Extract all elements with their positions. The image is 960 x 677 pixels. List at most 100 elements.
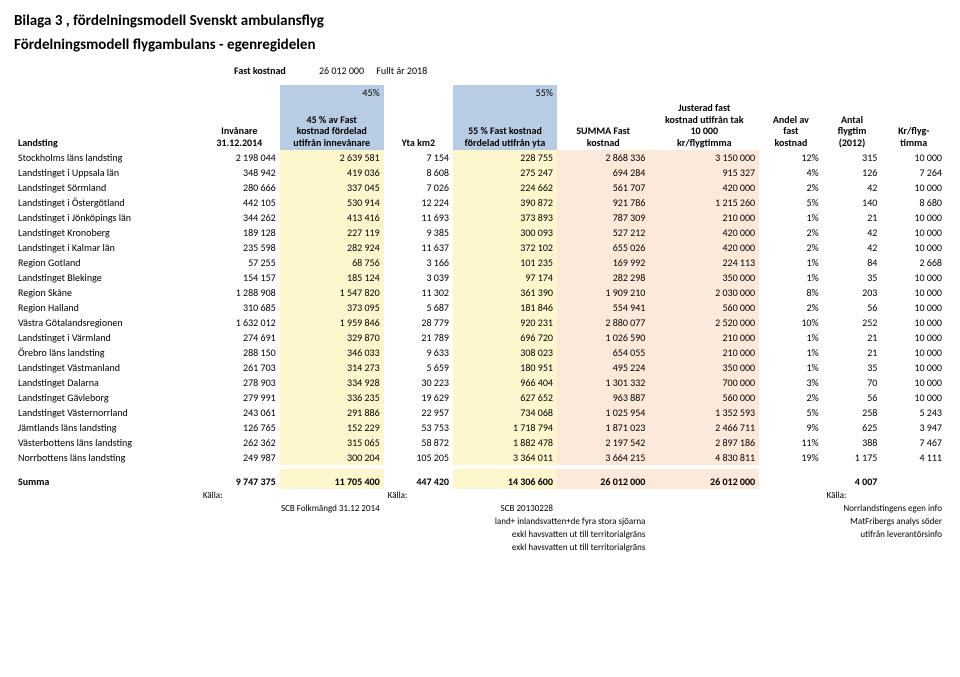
- cell-c2: 315 065: [280, 435, 384, 450]
- sum-inv: 9 747 375: [199, 469, 280, 489]
- cell-yta: 58 872: [384, 435, 453, 450]
- cell-c2: 185 124: [280, 270, 384, 285]
- note1r: MatFribergs analys söder: [823, 515, 946, 528]
- cell-c9: 8 680: [881, 195, 946, 210]
- cell-c9: 2 668: [881, 255, 946, 270]
- table-row: Landstinget Sörmland280 666337 0457 0262…: [14, 180, 946, 195]
- cell-inv: 189 128: [199, 225, 280, 240]
- cell-c5: 2 197 542: [557, 435, 649, 450]
- hdr-just-d: kr/flygtimma: [677, 136, 732, 149]
- table-row: Landstinget i Värmland274 691329 87021 7…: [14, 330, 946, 345]
- cell-c5: 527 212: [557, 225, 649, 240]
- cell-c5: 694 284: [557, 165, 649, 180]
- cell-c9: 10 000: [881, 300, 946, 315]
- cell-c7: 2%: [759, 225, 823, 240]
- hdr-kr-b: timma: [900, 136, 927, 149]
- hdr-yta: Yta km2: [384, 100, 453, 150]
- cell-c7: 1%: [759, 330, 823, 345]
- src-left: SCB Folkmängd 31.12 2014: [199, 502, 384, 515]
- page-title: Bilaga 3 , fördelningsmodell Svenskt amb…: [14, 12, 946, 30]
- cell-c7: 12%: [759, 150, 823, 165]
- cell-c9: 10 000: [881, 330, 946, 345]
- cell-c5: 1 025 954: [557, 405, 649, 420]
- cell-c9: 3 947: [881, 420, 946, 435]
- cell-c5: 169 992: [557, 255, 649, 270]
- cell-yta: 12 224: [384, 195, 453, 210]
- cell-c6: 2 030 000: [649, 285, 759, 300]
- cell-c2: 334 928: [280, 375, 384, 390]
- percent-row: 45% 55%: [14, 85, 946, 100]
- table-row: Landstinget Dalarna278 903334 92830 2239…: [14, 375, 946, 390]
- cell-c7: 19%: [759, 450, 823, 465]
- sum-c4: 14 306 600: [453, 469, 557, 489]
- cell-c2: 337 045: [280, 180, 384, 195]
- cell-c8: 21: [823, 330, 882, 345]
- table-row: Västra Götalandsregionen1 632 0121 959 8…: [14, 315, 946, 330]
- hdr-flyg-c: (2012): [839, 136, 866, 149]
- cell-c6: 350 000: [649, 360, 759, 375]
- cell-c8: 42: [823, 180, 882, 195]
- cell-inv: 261 703: [199, 360, 280, 375]
- cell-c9: 10 000: [881, 315, 946, 330]
- cell-inv: 279 991: [199, 390, 280, 405]
- cell-c7: 10%: [759, 315, 823, 330]
- cell-yta: 3 039: [384, 270, 453, 285]
- cell-name: Jämtlands läns landsting: [14, 420, 199, 435]
- cell-yta: 11 637: [384, 240, 453, 255]
- hdr-andel-c: kostnad: [774, 136, 807, 149]
- sum-yta: 447 420: [384, 469, 453, 489]
- cell-c7: 9%: [759, 420, 823, 435]
- cell-c2: 530 914: [280, 195, 384, 210]
- hdr-krflyg: Kr/flyg- timma: [881, 100, 946, 150]
- cell-c9: 10 000: [881, 150, 946, 165]
- cell-c9: 4 111: [881, 450, 946, 465]
- table-row: Västerbottens läns landsting262 362315 0…: [14, 435, 946, 450]
- cell-c8: 1 175: [823, 450, 882, 465]
- cell-name: Region Gotland: [14, 255, 199, 270]
- cell-inv: 442 105: [199, 195, 280, 210]
- cell-c5: 1 026 590: [557, 330, 649, 345]
- cell-c9: 10 000: [881, 270, 946, 285]
- cell-name: Landstinget Dalarna: [14, 375, 199, 390]
- cell-c4: 627 652: [453, 390, 557, 405]
- cell-name: Stockholms läns landsting: [14, 150, 199, 165]
- cell-c7: 4%: [759, 165, 823, 180]
- cell-c9: 10 000: [881, 390, 946, 405]
- cell-c6: 420 000: [649, 240, 759, 255]
- cell-c7: 8%: [759, 285, 823, 300]
- cell-c9: 10 000: [881, 210, 946, 225]
- table-row: Landstinget Västernorrland243 061291 886…: [14, 405, 946, 420]
- cell-c7: 1%: [759, 210, 823, 225]
- cell-c2: 300 204: [280, 450, 384, 465]
- cell-name: Norrbottens läns landsting: [14, 450, 199, 465]
- cell-yta: 11 693: [384, 210, 453, 225]
- note-row-3: exkl havsvatten ut till territorialgräns: [14, 541, 946, 554]
- cell-c8: 21: [823, 210, 882, 225]
- src-label-3: Källa:: [823, 489, 946, 502]
- cell-c6: 1 352 593: [649, 405, 759, 420]
- cell-name: Landstinget i Kalmar län: [14, 240, 199, 255]
- cell-inv: 348 942: [199, 165, 280, 180]
- cell-c5: 282 298: [557, 270, 649, 285]
- table-row: Landstinget i Jönköpings län344 262413 4…: [14, 210, 946, 225]
- table-row: Örebro läns landsting288 150346 0339 633…: [14, 345, 946, 360]
- cell-yta: 5 659: [384, 360, 453, 375]
- cell-c8: 56: [823, 300, 882, 315]
- source-detail-row: SCB Folkmängd 31.12 2014 SCB 20130228 No…: [14, 502, 946, 515]
- cell-c2: 227 119: [280, 225, 384, 240]
- cell-name: Region Halland: [14, 300, 199, 315]
- cell-c4: 361 390: [453, 285, 557, 300]
- note2r: utifrån leverantörsinfo: [823, 528, 946, 541]
- note2: exkl havsvatten ut till territorialgräns: [384, 528, 650, 541]
- cell-c7: 1%: [759, 255, 823, 270]
- cell-c5: 654 055: [557, 345, 649, 360]
- allocation-table: 45% 55% Landsting Invånare 31.12.2014 45…: [14, 85, 946, 554]
- cell-c7: 1%: [759, 270, 823, 285]
- cell-c4: 300 093: [453, 225, 557, 240]
- cell-c4: 308 023: [453, 345, 557, 360]
- cell-c2: 282 924: [280, 240, 384, 255]
- cell-c8: 56: [823, 390, 882, 405]
- src-label-1: Källa:: [199, 489, 280, 502]
- cell-inv: 1 288 908: [199, 285, 280, 300]
- cell-inv: 235 598: [199, 240, 280, 255]
